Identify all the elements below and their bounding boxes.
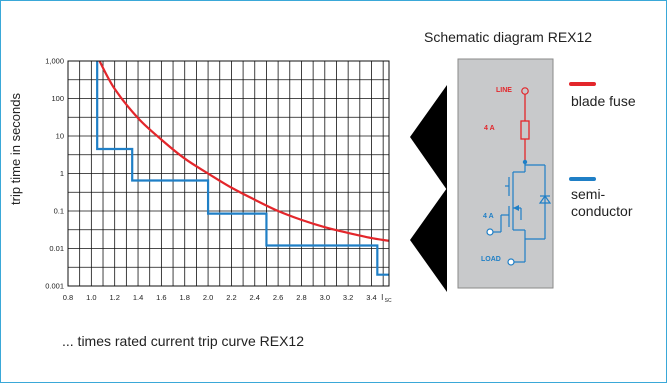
plot-border	[67, 60, 390, 287]
x-tick-label: 1.6	[156, 293, 166, 302]
schematic-panel	[457, 58, 554, 289]
x-tick-label: 3.2	[343, 293, 353, 302]
legend-label-semiconductor-line1: semi-	[571, 186, 606, 202]
y-tick-label: 0.1	[54, 207, 64, 216]
x-tick-label: 3.0	[320, 293, 330, 302]
legend-label-fuse: blade fuse	[571, 93, 636, 109]
x-tick-label: 1.0	[86, 293, 96, 302]
x-axis-caption: ... times rated current trip curve REX12	[62, 333, 304, 349]
load-terminal	[507, 258, 515, 266]
x-tick-label: 2.4	[250, 293, 260, 302]
schematic-load-label: LOAD	[481, 256, 501, 263]
x-axis-end-label: I	[381, 293, 383, 302]
chart-grid	[67, 61, 389, 287]
x-tick-label: 1.8	[180, 293, 190, 302]
x-axis-end-label-subscript: SC	[385, 298, 392, 304]
gate-terminal	[486, 228, 494, 236]
schematic-fuse-rating: 4 A	[484, 125, 495, 132]
y-axis-label: trip time in seconds	[8, 93, 23, 205]
x-tick-label: 1.4	[133, 293, 143, 302]
series-line-blade-fuse	[98, 60, 390, 242]
schematic-semi-rating: 4 A	[483, 213, 494, 220]
x-tick-labels: 0.8 1.0 1.2 1.4 1.6 1.8 2.0 2.2 2.4 2.6 2.8 3.0 3.2 3…	[63, 293, 377, 302]
y-tick-label: 10	[56, 132, 64, 141]
y-tick-label: 0.01	[49, 244, 64, 253]
x-tick-label: 2.0	[203, 293, 213, 302]
x-tick-label: 3.4	[366, 293, 376, 302]
x-tick-label: 2.6	[273, 293, 283, 302]
legend-label-semiconductor-line2: conductor	[571, 203, 633, 219]
series-line-semiconductor	[96, 61, 389, 276]
semiconductor-circuit	[493, 159, 552, 263]
y-tick-label: 1	[60, 169, 64, 178]
y-tick-label: 100	[51, 94, 64, 103]
pointer-arrow-fuse	[410, 85, 447, 190]
x-tick-label: 2.2	[226, 293, 236, 302]
mosfet-arrow	[513, 205, 519, 211]
x-tick-label: 0.8	[63, 293, 73, 302]
schematic-line-label: LINE	[496, 87, 512, 94]
x-tick-label: 1.2	[109, 293, 119, 302]
chart-series	[96, 60, 390, 276]
y-tick-labels: 1,000 100 10 1 0.1 0.01 0.001	[45, 57, 64, 291]
x-tick-label: 2.8	[296, 293, 306, 302]
schematic-title: Schematic diagram REX12	[424, 29, 593, 45]
pointer-arrow-semiconductor	[410, 188, 447, 292]
y-tick-label: 1,000	[45, 57, 64, 66]
y-tick-label: 0.001	[45, 282, 64, 291]
